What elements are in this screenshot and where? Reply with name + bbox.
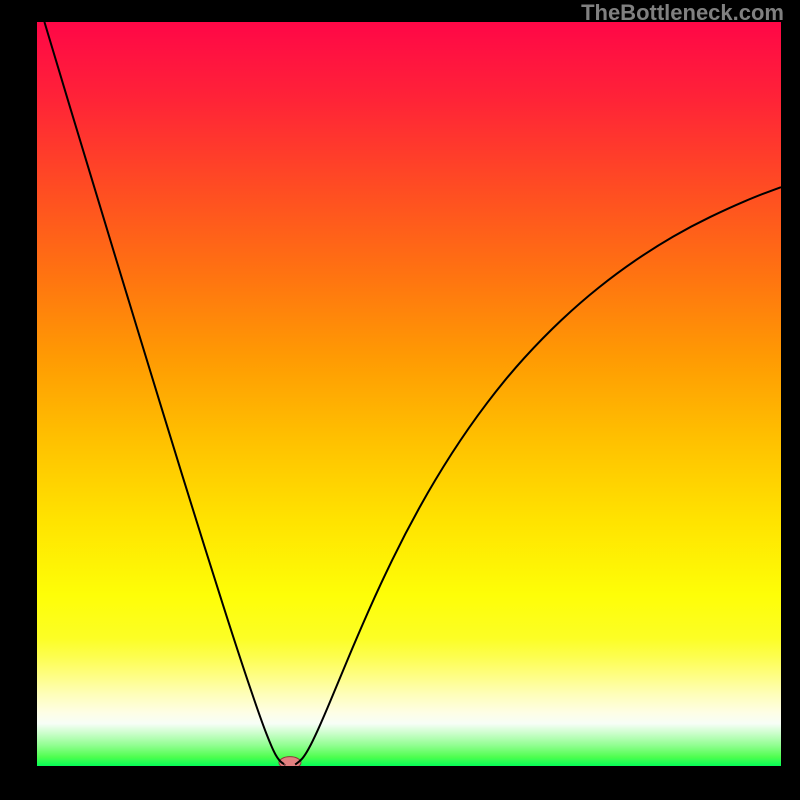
plot-area (37, 22, 781, 766)
chart-svg (37, 22, 781, 766)
minimum-marker (279, 757, 301, 766)
watermark-text: TheBottleneck.com (581, 0, 784, 26)
chart-background (37, 22, 781, 766)
chart-container: TheBottleneck.com (0, 0, 800, 800)
